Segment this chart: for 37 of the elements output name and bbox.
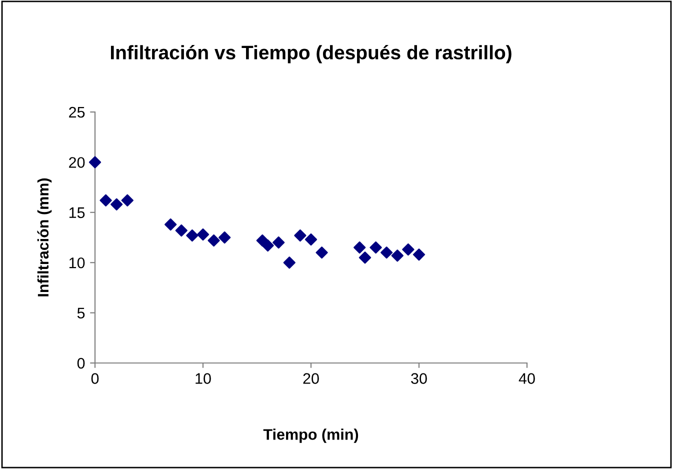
- point: [218, 231, 231, 244]
- x-axis-title: Tiempo (min): [263, 428, 358, 443]
- point: [391, 250, 404, 262]
- point: [370, 241, 382, 254]
- point: [402, 243, 414, 256]
- y-tick-label: 20: [69, 157, 85, 168]
- point: [304, 233, 318, 246]
- y-tick-label: 10: [69, 257, 85, 268]
- x-tick-label: 10: [196, 373, 211, 384]
- y-tick-label: 15: [69, 207, 85, 218]
- point: [294, 229, 306, 242]
- x-tick-label: 40: [518, 373, 535, 384]
- y-axis-title: Infiltración (mm): [37, 178, 52, 296]
- point: [110, 198, 123, 210]
- point: [88, 156, 102, 168]
- point: [208, 234, 220, 247]
- y-tick-label: 25: [69, 106, 85, 118]
- point: [316, 246, 328, 259]
- point: [412, 248, 426, 261]
- point: [196, 228, 210, 241]
- x-tick-label: 0: [91, 373, 99, 384]
- point: [121, 194, 134, 206]
- chart-title: Infiltración vs Tiempo (después de rastrillo): [110, 44, 512, 64]
- point: [164, 218, 177, 231]
- point: [186, 229, 198, 242]
- point: [354, 241, 366, 254]
- point: [262, 239, 274, 252]
- point: [358, 252, 372, 264]
- y-tick-label: 0: [77, 358, 85, 369]
- x-tick-label: 30: [411, 373, 427, 384]
- point: [283, 256, 296, 269]
- y-tick-label: 5: [77, 308, 85, 318]
- point: [272, 236, 285, 249]
- point: [100, 194, 112, 206]
- point: [380, 246, 393, 259]
- x-tick-label: 20: [303, 373, 319, 384]
- point: [175, 224, 188, 237]
